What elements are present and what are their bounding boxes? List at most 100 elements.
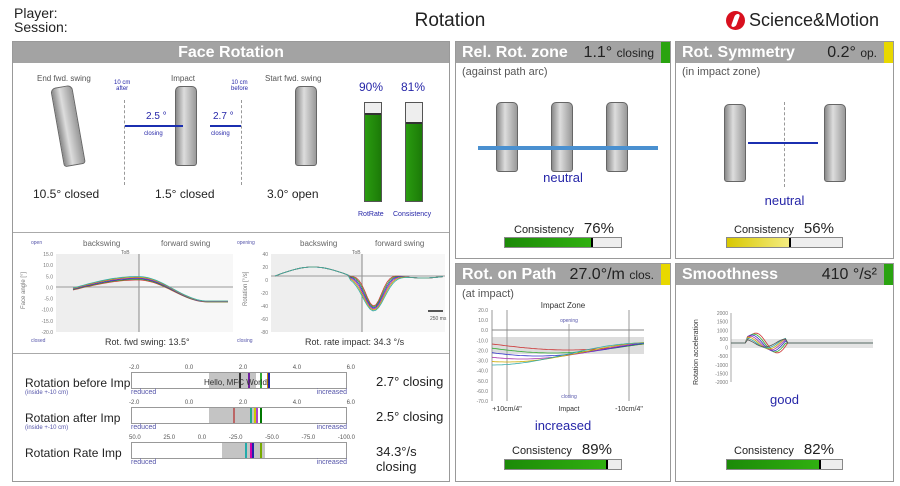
scale-ends: reduced increased [131, 459, 347, 466]
trace-line [731, 338, 873, 348]
scale-value: 34.3°/s closing [376, 444, 417, 474]
chart-title: Impact Zone [541, 301, 586, 310]
path-arc [478, 146, 658, 150]
verdict: neutral [764, 193, 805, 208]
consistency-value: 76% [583, 220, 614, 237]
y-tick: -1000 [715, 363, 728, 369]
consistency-bar [504, 237, 622, 248]
value: 27.0°/m [569, 266, 625, 283]
marker-after-label: 10 cm after [114, 80, 131, 92]
y-tick: -1500 [715, 371, 728, 377]
closing-label: closing [237, 338, 253, 344]
rot-symmetry-panel: Rot. Symmetry 0.2° op. (in impact zone) … [675, 41, 894, 259]
logo-text: Science&Motion [749, 10, 880, 30]
y-tick: -500 [718, 354, 728, 360]
rotrate-percent: 90% [359, 80, 384, 94]
session-label: Session: [14, 19, 68, 35]
y-tick: 5.0 [46, 274, 53, 280]
increased-label: increased [316, 424, 347, 431]
y-tick: -20.0 [477, 348, 489, 354]
tick-label: 2.0 [238, 365, 248, 371]
shot-marker [256, 408, 259, 423]
tick-label: 2.0 [238, 400, 248, 406]
putter-image [824, 104, 846, 182]
arrow-before-label: closing [211, 131, 230, 137]
consistency-label: Consistency [734, 445, 794, 457]
verdict: good [770, 392, 799, 407]
x-tick: -10cm/4" [615, 406, 643, 413]
rotation-after-scale [131, 407, 347, 424]
tick-label: 4.0 [292, 365, 302, 371]
y-tick: -5.0 [44, 297, 53, 303]
target-zone [221, 443, 265, 458]
panel-subtitle: (in impact zone) [682, 66, 761, 78]
tick-label: -2.0 [129, 400, 140, 406]
shot-marker [249, 408, 252, 423]
shot-marker [239, 373, 241, 388]
unit: clos. [629, 268, 654, 282]
consistency-fill [505, 460, 609, 469]
scale-value: 2.7° closing [376, 374, 444, 389]
scale-label: Rotation before Imp (inside +-10 cm) [25, 376, 130, 396]
consistency-fill [406, 121, 422, 201]
y-tick: -10.0 [42, 308, 54, 314]
face-angle-chart: open backswing forward swing ToB 15.0 10.… [21, 239, 233, 347]
y-tick: -10.0 [477, 338, 489, 344]
panel-title: Rot. on Path [462, 266, 557, 283]
forward-swing-label: forward swing [161, 239, 210, 248]
y-tick: 0 [725, 346, 728, 352]
scale-label: Rotation Rate Imp [25, 446, 122, 460]
y-tick: -40.0 [477, 369, 489, 375]
y-tick: 10.0 [43, 263, 53, 269]
consistency-bar [405, 102, 423, 202]
closed-label: closed [31, 338, 46, 344]
rotrate-label: RotRate [358, 211, 384, 218]
consistency-fill [727, 238, 792, 247]
smoothness-panel: Smoothness 410 °/s² Rotation acceleratio… [675, 263, 894, 482]
chart-caption: Rot. rate impact: 34.3 °/s [305, 337, 405, 347]
rotation-rate-chart: opening backswing forward swing ToB 40 20… [237, 239, 447, 347]
tick-label: -100.0 [337, 435, 355, 441]
putter-image [724, 104, 746, 182]
forward-swing-label: forward swing [375, 239, 424, 248]
shot-marker [249, 443, 252, 458]
rel-rot-zone-panel: Rel. Rot. zone 1.1° closing (against pat… [455, 41, 671, 259]
rotrate-bar [364, 102, 382, 202]
panel-value: 1.1° closing [584, 42, 654, 64]
y-tick: -80 [261, 330, 268, 336]
position-value: 1.5° closed [155, 187, 215, 201]
arrow-after-label: closing [144, 131, 163, 137]
consistency-bar [726, 459, 843, 470]
y-tick: 0.0 [481, 328, 488, 334]
y-tick: -70.0 [477, 399, 489, 405]
rot-on-path-panel: Rot. on Path 27.0°/m clos. (at impact) I… [455, 263, 671, 482]
position-value: 10.5° closed [33, 187, 100, 201]
rotation-rate-scale [131, 442, 347, 459]
y-tick: 1500 [717, 320, 728, 326]
tick-label: 50.0 [129, 435, 141, 441]
tick-label: -75.0 [301, 435, 316, 441]
panel-title: Rel. Rot. zone [462, 44, 568, 61]
player-label: Player: [14, 5, 58, 21]
tob-label: ToB [352, 250, 361, 256]
arrow-before-value: 2.7 ° [213, 111, 234, 122]
verdict: increased [534, 418, 592, 433]
status-flag [661, 264, 670, 285]
tick-label: -50.0 [265, 435, 279, 441]
tick-label: -25.0 [228, 435, 243, 441]
scale-subtitle: (inside +-10 cm) [25, 425, 69, 431]
arrow-before-icon [210, 125, 241, 127]
y-tick: 0.0 [46, 285, 53, 291]
panel-value: 410 °/s² [821, 266, 877, 283]
scale-ends: reduced increased [131, 424, 347, 431]
status-flag [661, 42, 670, 63]
consistency-percent: 81% [401, 80, 426, 94]
y-tick: -60 [261, 317, 268, 323]
y-tick: -60.0 [477, 389, 489, 395]
panel-title-bar: Smoothness 410 °/s² [676, 264, 893, 285]
overlay-text: Hello, MFC World! [204, 378, 270, 387]
scale-title: Rotation after Imp [25, 411, 121, 425]
logo: Science&Motion [726, 10, 879, 31]
rotation-before-scale: Hello, MFC World! [131, 372, 347, 389]
target-zone [209, 408, 257, 423]
